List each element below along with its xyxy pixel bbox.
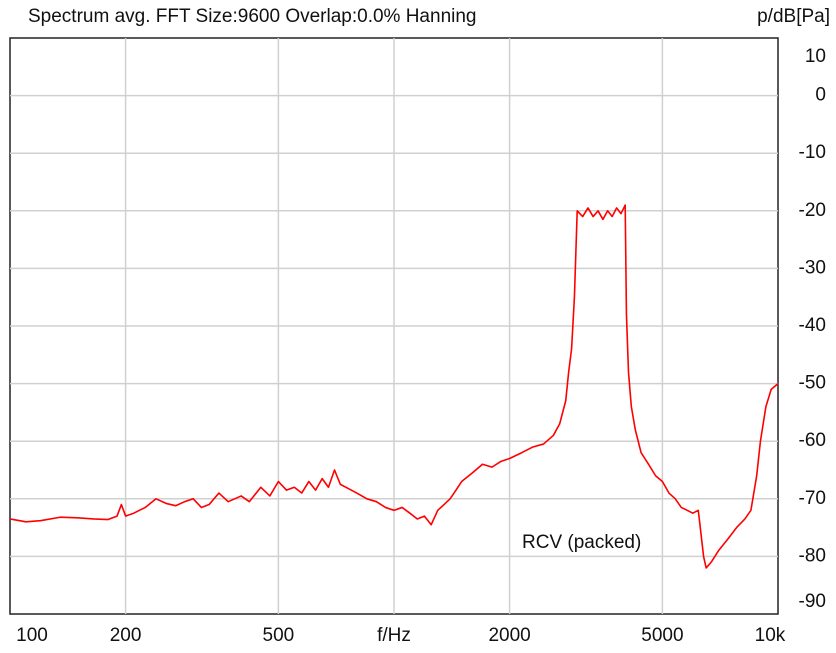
x-tick-label: 2000	[488, 625, 530, 646]
x-tick-label: 10k	[755, 625, 786, 646]
x-tick-label: 5000	[641, 625, 683, 646]
x-tick-label: 100	[16, 625, 48, 646]
x-tick-label: 500	[263, 625, 295, 646]
y-tick-label: -40	[799, 315, 826, 336]
chart-title: Spectrum avg. FFT Size:9600 Overlap:0.0%…	[28, 6, 477, 27]
y-tick-label: 0	[815, 85, 826, 106]
y-tick-label: 10	[805, 46, 826, 67]
spectrum-line	[9, 204, 779, 569]
y-tick-label: -90	[799, 591, 826, 612]
y-axis-label: p/dB[Pa]	[757, 6, 830, 27]
y-tick-label: -20	[799, 200, 826, 221]
annotation: RCV (packed)	[522, 532, 641, 553]
y-tick-label: -30	[799, 257, 826, 278]
y-tick-label: -50	[799, 373, 826, 394]
y-tick-label: -60	[799, 430, 826, 451]
x-tick-label: f/Hz	[377, 625, 411, 646]
y-tick-label: -10	[799, 142, 826, 163]
y-tick-label: -70	[799, 488, 826, 509]
x-tick-label: 200	[110, 625, 142, 646]
y-tick-label: -80	[799, 545, 826, 566]
